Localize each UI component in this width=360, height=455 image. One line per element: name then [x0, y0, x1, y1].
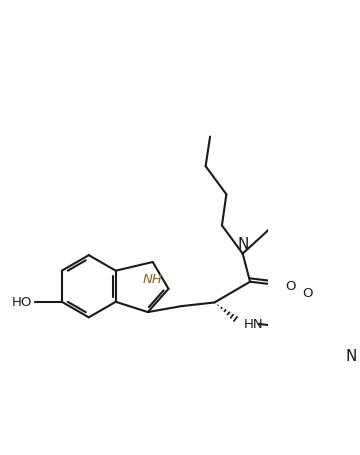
- Text: HN: HN: [244, 317, 264, 330]
- Text: NH: NH: [143, 273, 163, 286]
- Text: O: O: [302, 287, 312, 300]
- Text: N: N: [345, 348, 356, 363]
- Text: HO: HO: [12, 296, 32, 308]
- Text: N: N: [238, 237, 249, 252]
- Text: O: O: [285, 279, 295, 292]
